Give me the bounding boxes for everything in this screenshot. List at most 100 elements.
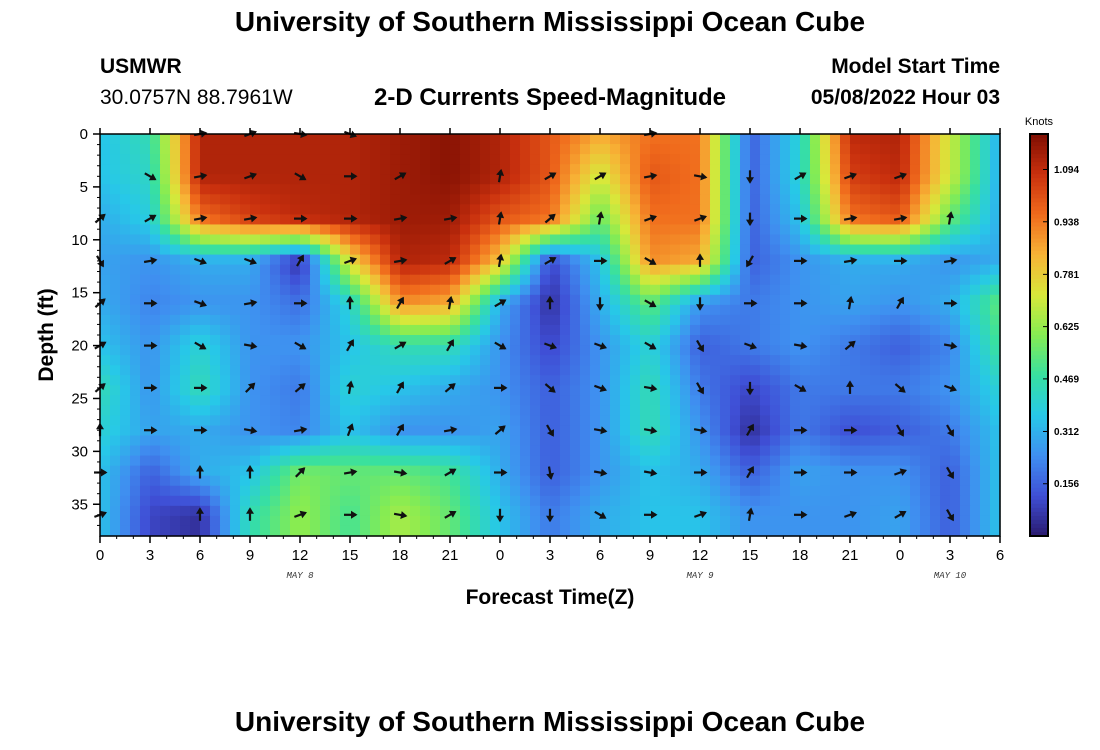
heatmap-cell xyxy=(770,495,781,507)
heatmap-cell xyxy=(790,234,801,246)
heatmap-cell xyxy=(540,385,551,396)
heatmap-cell xyxy=(490,465,501,477)
heatmap-cell xyxy=(350,395,361,406)
heatmap-cell xyxy=(330,174,341,185)
heatmap-cell xyxy=(360,134,371,145)
heatmap-cell xyxy=(200,254,211,266)
heatmap-cell xyxy=(130,335,141,346)
heatmap-cell xyxy=(390,224,401,236)
heatmap-cell xyxy=(720,435,731,447)
heatmap-cell xyxy=(960,244,971,256)
heatmap-cell xyxy=(390,515,401,527)
heatmap-cell xyxy=(600,415,611,427)
current-vector xyxy=(444,383,456,393)
heatmap-cell xyxy=(630,435,641,447)
heatmap-cell xyxy=(590,164,601,175)
heatmap-cell xyxy=(890,264,901,276)
heatmap-cell xyxy=(580,335,591,346)
colorbar-segment xyxy=(1030,190,1048,195)
heatmap-cell xyxy=(700,335,711,346)
heatmap-cell xyxy=(890,495,901,507)
heatmap-cell xyxy=(480,415,491,427)
heatmap-cell xyxy=(650,335,661,346)
heatmap-cell xyxy=(110,194,121,205)
heatmap-cell xyxy=(770,214,781,226)
heatmap-cell xyxy=(680,455,691,467)
heatmap-cell xyxy=(970,134,981,145)
heatmap-cell xyxy=(490,214,501,226)
heatmap-cell xyxy=(860,365,871,376)
heatmap-cell xyxy=(110,515,121,527)
heatmap-cell xyxy=(400,164,411,175)
heatmap-cell xyxy=(570,405,581,416)
heatmap-cell xyxy=(660,465,671,477)
heatmap-cell xyxy=(430,525,441,537)
heatmap-cell xyxy=(970,174,981,185)
heatmap-cell xyxy=(470,475,481,487)
current-vector xyxy=(346,380,355,394)
heatmap-cell xyxy=(800,154,811,165)
heatmap-cell xyxy=(320,254,331,266)
heatmap-cell xyxy=(960,204,971,215)
heatmap-cell xyxy=(120,304,131,316)
heatmap-cell xyxy=(920,515,931,527)
heatmap-cell xyxy=(830,485,841,497)
heatmap-cell xyxy=(430,475,441,487)
heatmap-cell xyxy=(590,495,601,507)
heatmap-cell xyxy=(980,495,991,507)
current-vector xyxy=(694,214,707,222)
heatmap-cell xyxy=(490,335,501,346)
heatmap-cell xyxy=(940,375,951,386)
heatmap-cell xyxy=(810,274,821,286)
colorbar-segment xyxy=(1030,258,1048,264)
heatmap-cell xyxy=(590,224,601,236)
heatmap-cell xyxy=(840,525,851,537)
heatmap-cell xyxy=(800,345,811,356)
heatmap-cell xyxy=(350,475,361,487)
heatmap-cell xyxy=(830,475,841,487)
heatmap-cell xyxy=(150,355,161,366)
heatmap-cell xyxy=(980,154,991,165)
heatmap-cell xyxy=(200,415,211,427)
heatmap-cell xyxy=(850,244,861,256)
heatmap-cell xyxy=(490,314,501,326)
heatmap-cell xyxy=(860,324,871,336)
heatmap-cell xyxy=(200,224,211,236)
heatmap-cell xyxy=(650,355,661,366)
heatmap-cell xyxy=(940,455,951,467)
heatmap-cell xyxy=(910,375,921,386)
heatmap-cell xyxy=(570,365,581,376)
heatmap-cell xyxy=(270,214,281,226)
heatmap-cell xyxy=(280,515,291,527)
heatmap-cell xyxy=(240,375,251,386)
current-vector xyxy=(496,508,504,523)
heatmap-cell xyxy=(750,214,761,226)
heatmap-cell xyxy=(160,485,171,497)
heatmap-cell xyxy=(710,264,721,276)
heatmap-cell xyxy=(450,304,461,316)
heatmap-cell xyxy=(510,314,521,326)
x-tick-label: 21 xyxy=(842,547,859,564)
heatmap-cell xyxy=(630,365,641,376)
heatmap-cell xyxy=(920,455,931,467)
heatmap-cell xyxy=(840,174,851,185)
heatmap-cell xyxy=(370,355,381,366)
heatmap-cell xyxy=(920,335,931,346)
heatmap-cell xyxy=(920,274,931,286)
heatmap-cell xyxy=(870,435,881,447)
heatmap-cell xyxy=(260,445,271,457)
heatmap-cell xyxy=(160,194,171,205)
heatmap-cell xyxy=(530,415,541,427)
heatmap-cell xyxy=(750,324,761,336)
heatmap-cell xyxy=(730,425,741,437)
heatmap-cell xyxy=(330,415,341,427)
heatmap-cell xyxy=(760,214,771,226)
heatmap-cell xyxy=(300,144,311,155)
heatmap-cell xyxy=(220,294,231,306)
current-vector xyxy=(843,256,858,265)
heatmap-cell xyxy=(820,475,831,487)
heatmap-cell xyxy=(860,415,871,427)
heatmap-cell xyxy=(240,294,251,306)
heatmap-cell xyxy=(340,154,351,165)
heatmap-cell xyxy=(390,274,401,286)
